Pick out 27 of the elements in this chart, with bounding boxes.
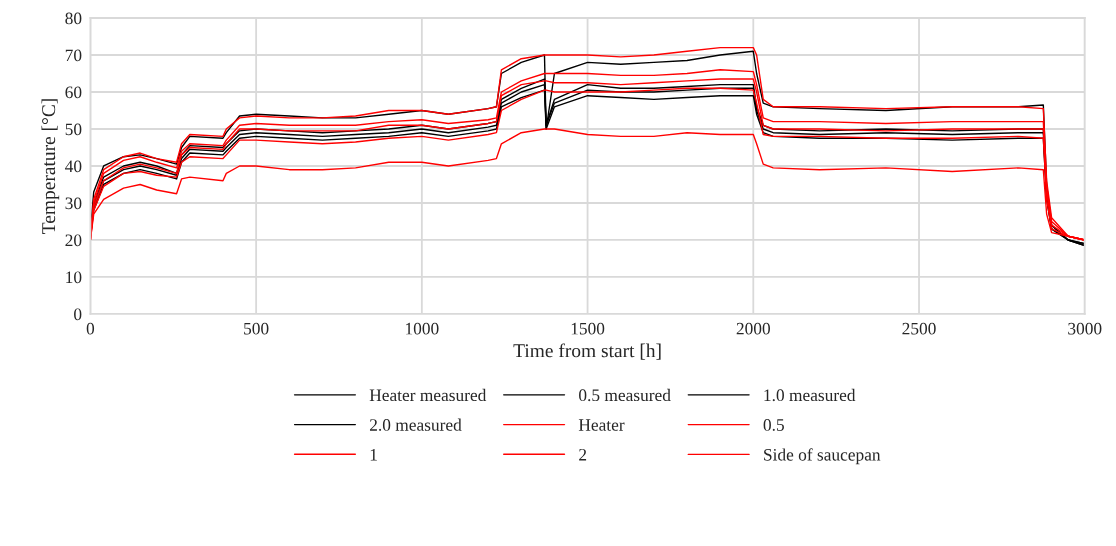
legend-label: 1 [370,448,377,461]
legend-label: Heater measured [369,388,487,402]
x-tick-label: 2000 [736,322,770,335]
y-tick-label: 10 [66,271,82,284]
x-tick-label: 1500 [571,322,605,335]
x-axis-title: Time from start [h] [513,343,661,360]
y-tick-label: 0 [74,308,82,321]
x-tick-label: 0 [86,322,95,335]
legend-label: Side of saucepan [764,448,881,465]
x-tick-label: 500 [244,322,269,335]
x-tick-label: 2500 [902,322,936,335]
y-axis-title: Temperature [°C] [41,99,60,234]
legend-label: 1.0 measured [764,388,856,402]
y-tick-label: 40 [65,160,82,173]
legend-label: 0.5 measured [579,388,671,402]
x-tick-label: 3000 [1068,322,1102,335]
legend-label: 0.5 [763,419,784,431]
y-tick-label: 30 [65,197,82,210]
y-tick-label: 70 [65,49,82,62]
y-tick-label: 60 [65,86,82,99]
y-tick-label: 50 [65,123,82,136]
legend-label: Heater [578,419,625,431]
y-tick-label: 80 [65,12,82,25]
legend-label: 2.0 measured [369,418,462,431]
y-tick-label: 20 [65,234,82,247]
x-tick-label: 1000 [406,322,439,335]
legend-label: 2 [579,448,587,461]
